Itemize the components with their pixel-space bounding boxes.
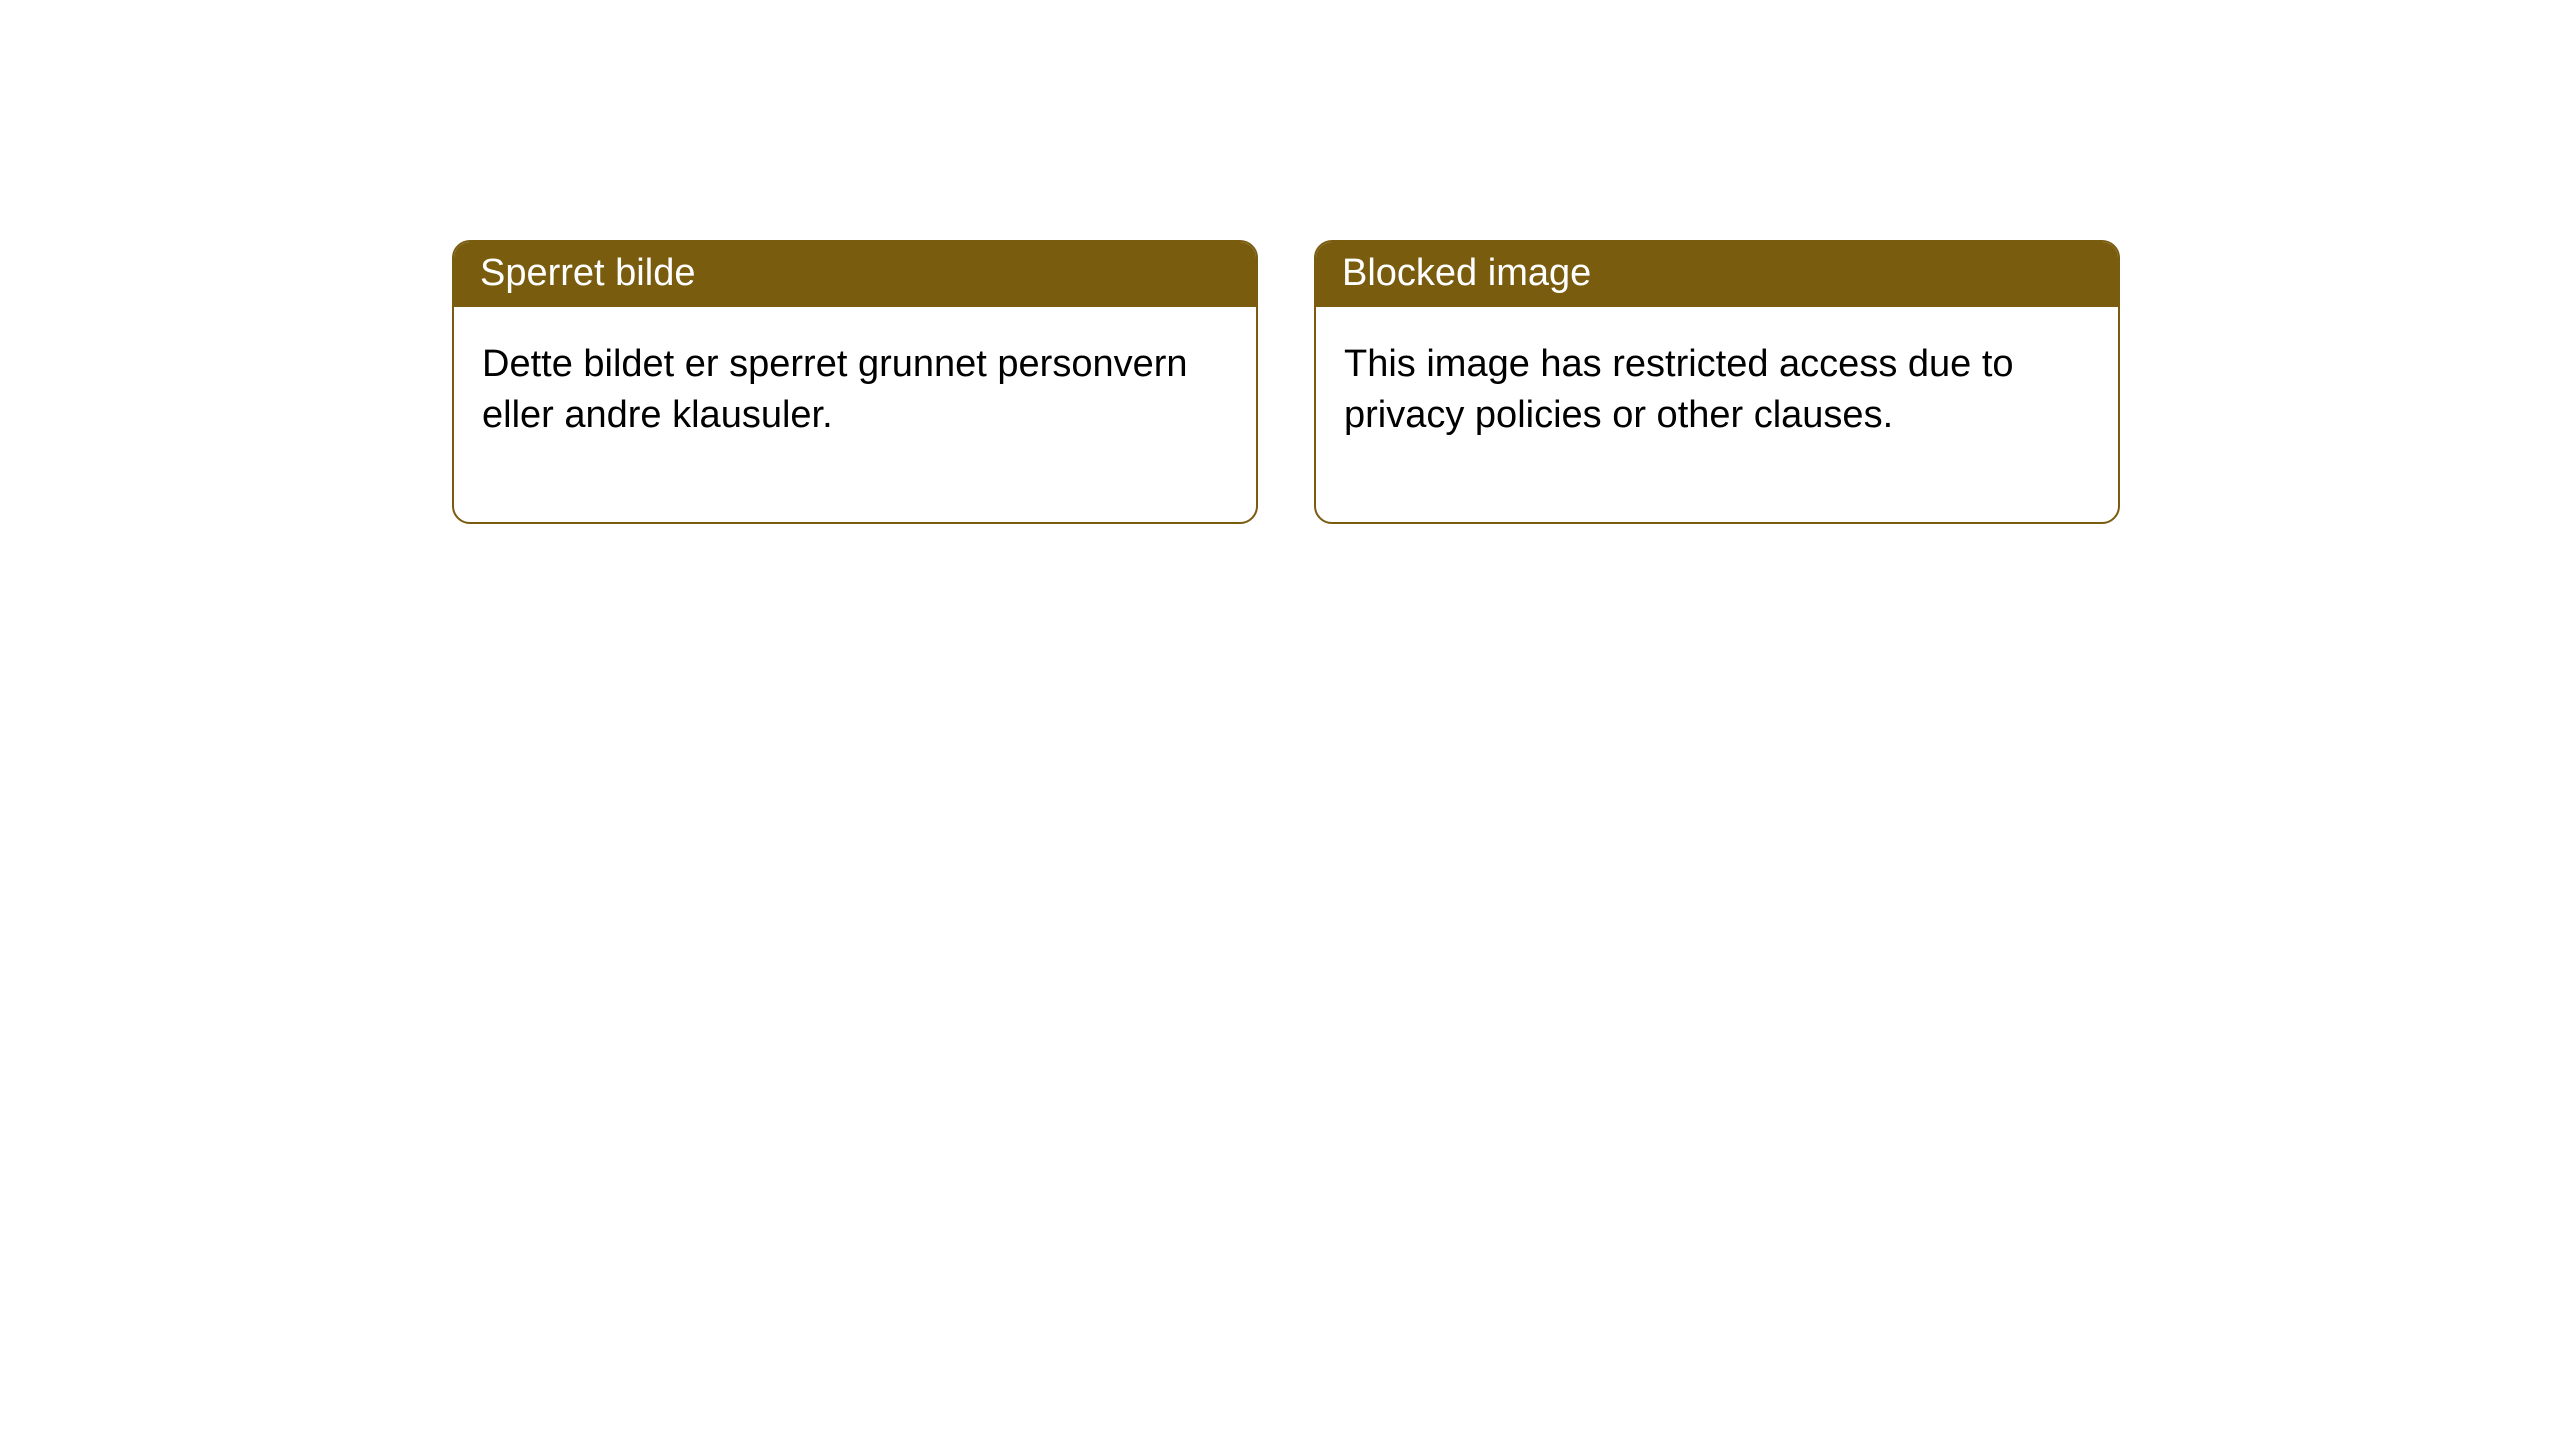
notice-card-no: Sperret bilde Dette bildet er sperret gr…: [452, 240, 1258, 524]
notice-container: Sperret bilde Dette bildet er sperret gr…: [0, 0, 2560, 524]
notice-body: Dette bildet er sperret grunnet personve…: [454, 307, 1256, 522]
notice-card-en: Blocked image This image has restricted …: [1314, 240, 2120, 524]
notice-body: This image has restricted access due to …: [1316, 307, 2118, 522]
notice-header: Sperret bilde: [454, 242, 1256, 307]
notice-header: Blocked image: [1316, 242, 2118, 307]
